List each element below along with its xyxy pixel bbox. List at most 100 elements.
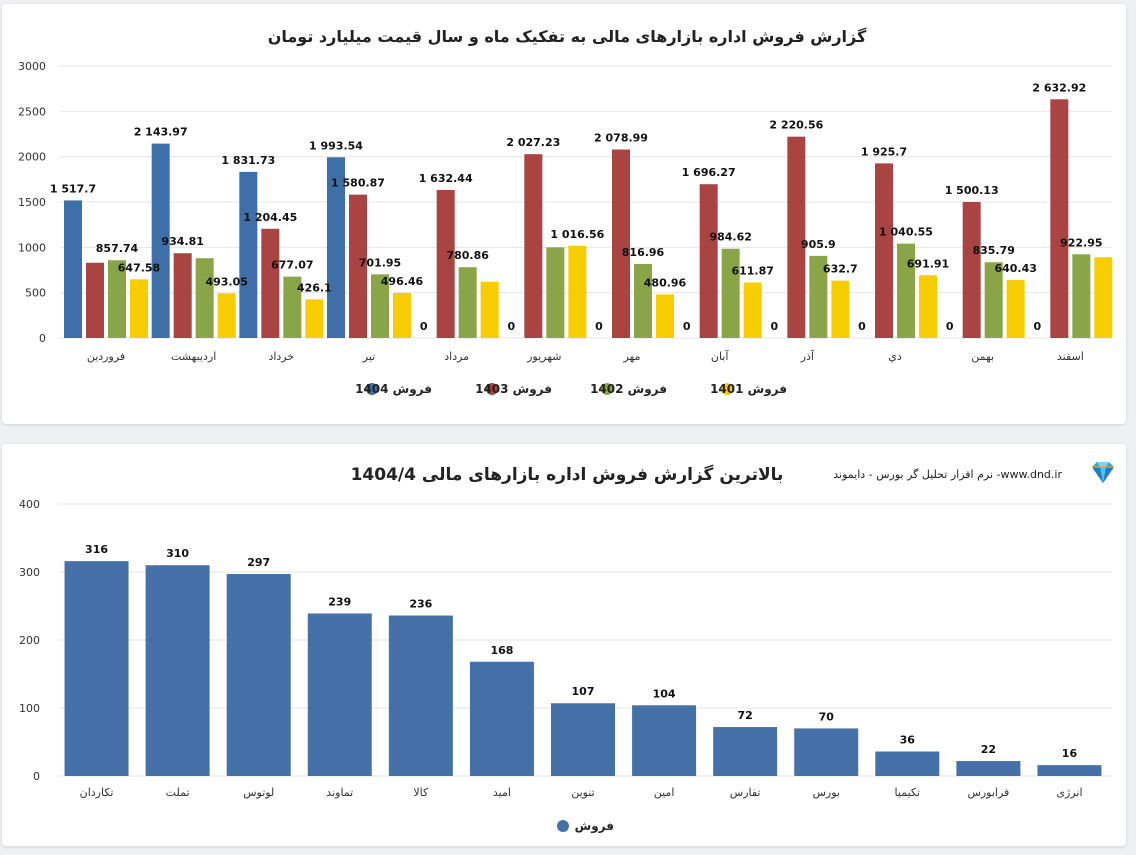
bar[interactable]: [1006, 279, 1025, 338]
bar[interactable]: [875, 751, 940, 776]
bar[interactable]: [568, 245, 587, 338]
bar[interactable]: [1072, 254, 1091, 338]
y-tick-label: 1500: [18, 196, 46, 209]
brand-text: نرم افزار تحلیل گر بورس - دایموند -www.d…: [833, 468, 1062, 481]
legend-label[interactable]: فروش 1402: [590, 382, 667, 397]
bar[interactable]: [64, 561, 129, 776]
data-label: 2 220.56: [769, 119, 823, 132]
bar[interactable]: [713, 727, 778, 776]
bar[interactable]: [307, 613, 372, 776]
bar[interactable]: [64, 200, 82, 338]
bar[interactable]: [743, 282, 762, 338]
bar[interactable]: [261, 228, 280, 338]
bar[interactable]: [524, 154, 543, 338]
monthly-sales-chart-card: گزارش فروش اداره بازارهای مالی به تفکیک …: [2, 4, 1126, 424]
bar[interactable]: [551, 703, 615, 776]
bar[interactable]: [612, 149, 630, 338]
y-tick-label: 3000: [18, 60, 46, 73]
x-tick-label: اردیبهشت: [171, 350, 216, 363]
legend-marker[interactable]: [601, 383, 613, 395]
data-label: 0: [683, 320, 691, 333]
bar[interactable]: [195, 258, 214, 338]
bar[interactable]: [151, 143, 170, 338]
data-label: 816.96: [622, 246, 665, 259]
bar[interactable]: [393, 292, 411, 338]
legend-marker[interactable]: [486, 383, 498, 395]
bar[interactable]: [721, 248, 740, 338]
data-label: 1 632.44: [419, 172, 473, 185]
bar[interactable]: [217, 293, 236, 338]
data-label: 835.79: [972, 244, 1014, 257]
legend-label[interactable]: فروش 1404: [355, 382, 432, 397]
data-label: 0: [771, 320, 779, 333]
y-tick-label: 2000: [18, 151, 46, 164]
y-tick-label: 300: [19, 566, 40, 579]
bar[interactable]: [1094, 257, 1113, 338]
data-label: 0: [946, 320, 954, 333]
y-tick-label: 200: [19, 634, 40, 647]
data-label: 1 204.45: [243, 211, 297, 224]
legend-marker[interactable]: [557, 820, 569, 832]
bar[interactable]: [634, 263, 652, 338]
bar[interactable]: [632, 705, 697, 776]
legend-label[interactable]: فروش 1403: [475, 382, 552, 397]
x-tick-label: آذر: [800, 349, 815, 363]
x-tick-label: تکاردان: [80, 786, 114, 799]
bar[interactable]: [1050, 99, 1069, 338]
data-label: 104: [653, 687, 676, 700]
bar[interactable]: [108, 260, 126, 338]
data-label: 677.07: [271, 259, 313, 272]
bar[interactable]: [962, 201, 981, 338]
bar[interactable]: [349, 194, 367, 338]
bar[interactable]: [130, 279, 148, 338]
bar[interactable]: [831, 280, 850, 338]
bar[interactable]: [239, 171, 258, 338]
bar[interactable]: [480, 281, 499, 338]
data-label: 701.95: [359, 256, 401, 269]
top-sales-chart: بالاترین گزارش فروش اداره بازارهای مالی …: [19, 462, 1114, 834]
bar[interactable]: [327, 157, 345, 338]
bar[interactable]: [436, 189, 455, 338]
x-tick-label: اسفند: [1057, 350, 1084, 363]
bar[interactable]: [283, 276, 302, 338]
data-label: 1 831.73: [221, 154, 275, 167]
data-label: 1 016.56: [550, 228, 604, 241]
legend-label[interactable]: فروش 1401: [710, 382, 787, 397]
bar[interactable]: [875, 163, 893, 338]
bar[interactable]: [956, 761, 1021, 776]
x-tick-label: آبان: [711, 349, 729, 363]
bar[interactable]: [546, 247, 565, 338]
bar[interactable]: [458, 267, 477, 338]
data-label: 72: [737, 709, 752, 722]
x-tick-label: تیر: [362, 350, 375, 363]
bar[interactable]: [305, 299, 324, 338]
data-label: 2 632.92: [1032, 81, 1086, 94]
bar[interactable]: [787, 136, 806, 338]
data-label: 0: [508, 320, 516, 333]
x-tick-label: تملت: [166, 786, 190, 799]
bar[interactable]: [1037, 765, 1102, 776]
bar[interactable]: [656, 294, 674, 338]
bar[interactable]: [371, 274, 389, 338]
legend-marker[interactable]: [721, 383, 733, 395]
bar[interactable]: [919, 275, 937, 338]
data-label: 2 078.99: [594, 132, 648, 145]
bar[interactable]: [699, 184, 718, 338]
bar[interactable]: [469, 661, 534, 776]
bar[interactable]: [145, 565, 210, 776]
legend-label[interactable]: فروش: [575, 819, 614, 834]
bar[interactable]: [984, 262, 1003, 338]
legend-marker[interactable]: [366, 383, 378, 395]
data-label: 640.43: [994, 262, 1036, 275]
bar[interactable]: [173, 253, 192, 338]
x-tick-label: خرداد: [268, 350, 294, 363]
bar[interactable]: [226, 574, 291, 776]
bar[interactable]: [388, 615, 453, 776]
bar[interactable]: [794, 728, 859, 776]
bar[interactable]: [897, 243, 915, 338]
bar[interactable]: [86, 262, 104, 338]
data-label: 496.46: [381, 275, 424, 288]
data-label: 0: [858, 320, 866, 333]
data-label: 934.81: [161, 235, 203, 248]
bar[interactable]: [809, 255, 828, 338]
